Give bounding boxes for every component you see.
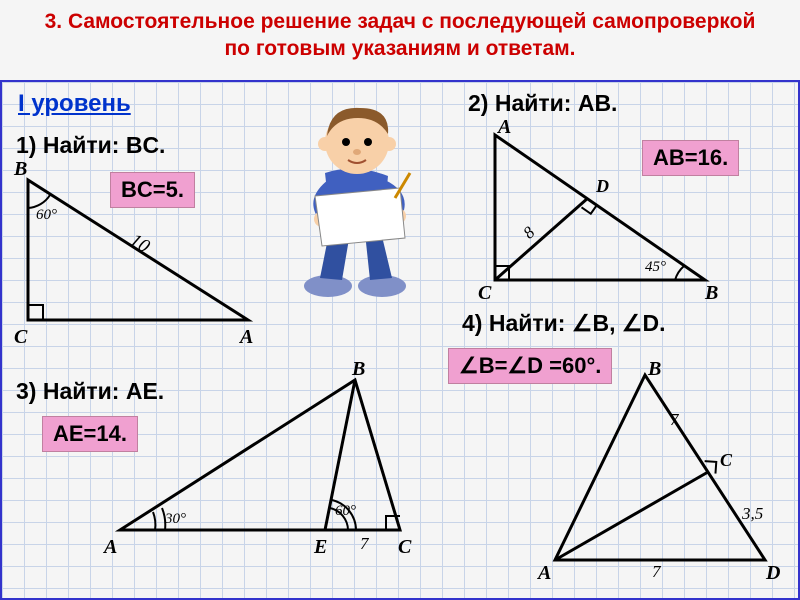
d1-vertex-c: C [14, 326, 27, 349]
diagram-4 [540, 360, 785, 580]
task-1-label: 1) Найти: BC. [16, 132, 165, 159]
boy-illustration [270, 98, 445, 298]
d2-vertex-b: B [705, 282, 718, 305]
d3-angle-60: 60° [335, 503, 356, 520]
level-title: I уровень [18, 90, 131, 118]
d4-s2: 3,5 [742, 504, 763, 524]
d4-vertex-a: A [538, 562, 551, 585]
d2-angle: 45° [645, 259, 666, 276]
page-header: 3. Самостоятельное решение задач с после… [0, 8, 800, 63]
d1-angle: 60° [36, 207, 57, 224]
d3-vertex-b: B [352, 358, 365, 381]
d4-s1: 7 [670, 410, 679, 430]
d1-vertex-b: B [14, 158, 27, 181]
task-2-label: 2) Найти: AB. [468, 90, 617, 117]
d4-vertex-c: C [720, 450, 732, 471]
d3-vertex-e: E [314, 536, 327, 559]
d3-vertex-a: A [104, 536, 117, 559]
d2-vertex-c: C [478, 282, 491, 305]
d3-angle-30: 30° [165, 511, 186, 528]
d4-vertex-d: D [766, 562, 780, 585]
diagram-2 [470, 120, 730, 300]
d1-vertex-a: A [240, 326, 253, 349]
d3-vertex-c: C [398, 536, 411, 559]
d3-side: 7 [360, 534, 369, 554]
diagram-3 [100, 360, 420, 560]
task-4-label: 4) Найти: ∠B, ∠D. [462, 310, 665, 337]
d2-vertex-d: D [596, 176, 609, 197]
d2-vertex-a: A [498, 116, 511, 139]
d4-s3: 7 [652, 562, 661, 582]
d4-vertex-b: B [648, 358, 661, 381]
